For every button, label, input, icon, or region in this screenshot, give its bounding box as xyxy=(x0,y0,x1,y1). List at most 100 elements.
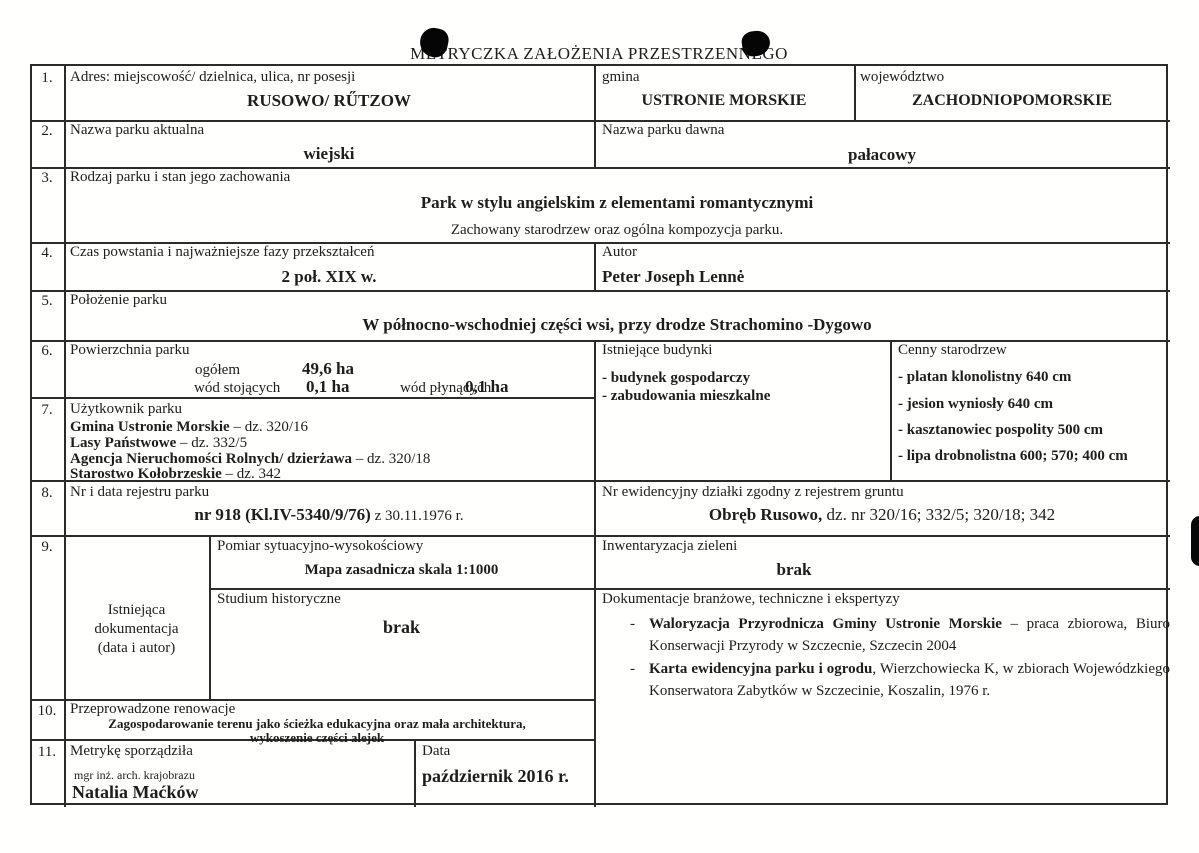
field-label-polozenie: Położenie parku xyxy=(70,292,168,308)
field-label-data: Data xyxy=(422,743,451,759)
budynki-item: - budynek gospodarczy xyxy=(602,370,751,386)
field-label-powierzchnia: Powierzchnia parku xyxy=(70,342,190,358)
budynki-item: - zabudowania mieszkalne xyxy=(602,388,771,404)
grid-line xyxy=(32,340,1170,342)
grid-line xyxy=(32,290,1170,292)
grid-line xyxy=(32,739,594,741)
row-number: 1. xyxy=(41,70,53,86)
grid-line xyxy=(594,242,596,290)
grid-line xyxy=(32,120,1170,122)
label-wod-plynacych: wód płynących xyxy=(400,380,492,396)
uzytkownik-item: Starostwo Kołobrzeskie – dz. 342 xyxy=(70,466,281,483)
field-label-uzytkownik: Użytkownik parku xyxy=(70,401,183,417)
uzytkownik-parcel: – dz. 332/5 xyxy=(176,435,248,451)
scan-artifact xyxy=(1191,516,1199,566)
dokumentacja-item-text: Waloryzacja Przyrodnicza Gminy Ustronie … xyxy=(649,613,1170,657)
field-label-renowacje: Przeprowadzone renowacje xyxy=(70,701,236,717)
rejestr-date: z 30.11.1976 r. xyxy=(370,508,464,524)
label-wod-stojacych: wód stojących xyxy=(194,380,281,396)
uzytkownik-name: Gmina Ustronie Morskie xyxy=(70,419,230,435)
uzytkownik-item: Gmina Ustronie Morskie – dz. 320/16 xyxy=(70,419,308,436)
uzytkownik-parcel: – dz. 320/18 xyxy=(352,451,431,467)
field-value-czas-powstania: 2 poł. XIX w. xyxy=(281,267,377,286)
field-label-dokumentacja: Istniejąca dokumentacja (data i autor) xyxy=(64,601,209,658)
form-table: 1. Adres: miejscowość/ dzielnica, ulica,… xyxy=(30,64,1170,807)
starodrzew-item: - jesion wyniosły 640 cm xyxy=(898,396,1053,412)
field-label-pomiar: Pomiar sytuacyjno-wysokościowy xyxy=(217,538,424,554)
value-ogolem: 49,6 ha xyxy=(302,359,354,378)
dokumentacja-item-text: Karta ewidencyjna parku i ogrodu, Wierzc… xyxy=(649,658,1170,702)
row-number: 4. xyxy=(41,245,53,261)
field-label-ewidencja: Nr ewidencyjny działki zgodny z rejestre… xyxy=(602,484,904,500)
uzytkownik-name: Lasy Państwowe xyxy=(70,435,177,451)
dash-marker: - xyxy=(630,661,635,677)
grid-line xyxy=(209,588,1170,590)
field-label-budynki: Istniejące budynki xyxy=(602,342,713,358)
starodrzew-item: - lipa drobnolistna 600; 570; 400 cm xyxy=(898,448,1128,464)
field-value-nazwa-dawna: pałacowy xyxy=(848,145,916,164)
grid-line xyxy=(32,242,1170,244)
field-value-nazwa-aktualna: wiejski xyxy=(303,144,355,163)
grid-line xyxy=(594,66,596,167)
uzytkownik-item: Lasy Państwowe – dz. 332/5 xyxy=(70,435,247,452)
field-value-renowacje-line1: Zagospodarowanie terenu jako ścieżka edu… xyxy=(108,716,526,731)
uzytkownik-name: Agencja Nieruchomości Rolnych/ dzierżawa xyxy=(70,451,353,467)
grid-line xyxy=(32,699,594,701)
field-label-nazwa-aktualna: Nazwa parku aktualna xyxy=(70,122,205,138)
form-title: METRYCZKA ZAŁOŻENIA PRZESTRZENNEGO xyxy=(410,44,788,63)
field-value-rejestr: nr 918 (Kl.IV-5340/9/76) z 30.11.1976 r. xyxy=(64,505,594,525)
field-label-studium: Studium historyczne xyxy=(217,591,341,607)
label-ogolem: ogółem xyxy=(195,362,240,378)
field-label-adres: Adres: miejscowość/ dzielnica, ulica, nr… xyxy=(70,69,356,85)
field-label-rejestr: Nr i data rejestru parku xyxy=(70,484,210,500)
dokumentacja-item: - Waloryzacja Przyrodnicza Gminy Ustroni… xyxy=(630,613,1170,657)
row-number: 11. xyxy=(37,744,57,760)
grid-line xyxy=(32,167,1170,169)
row-number: 2. xyxy=(41,123,53,139)
field-label-inwentaryzacja: Inwentaryzacja zieleni xyxy=(602,538,738,554)
field-value-renowacje-line2: wykoszenie części alejek xyxy=(249,730,385,745)
uzytkownik-parcel: – dz. 342 xyxy=(221,466,281,482)
field-value-polozenie: W północno-wschodniej części wsi, przy d… xyxy=(362,315,872,334)
field-label-rodzaj-parku: Rodzaj parku i stan jego zachowania xyxy=(70,169,291,185)
rejestr-number: nr 918 (Kl.IV-5340/9/76) xyxy=(194,505,371,524)
uzytkownik-item: Agencja Nieruchomości Rolnych/ dzierżawa… xyxy=(70,451,430,468)
field-label-gmina: gmina xyxy=(602,69,640,85)
field-value-data: październik 2016 r. xyxy=(422,766,569,786)
grid-line xyxy=(32,535,1170,537)
row-number: 9. xyxy=(41,539,53,555)
grid-line xyxy=(32,480,1170,482)
obreb-name: Obręb Rusowo, xyxy=(708,505,823,524)
field-value-inwentaryzacja: brak xyxy=(776,560,812,579)
field-value-rodzaj-parku: Park w stylu angielskim z elementami rom… xyxy=(420,193,814,212)
field-label-nazwa-dawna: Nazwa parku dawna xyxy=(602,122,725,138)
dash-marker: - xyxy=(630,616,635,632)
grid-line xyxy=(414,739,416,807)
field-value-stan-zachowania: Zachowany starodrzew oraz ogólna kompozy… xyxy=(450,222,784,238)
grid-line xyxy=(594,340,596,807)
field-label-starodrzew: Cenny starodrzew xyxy=(898,342,1007,358)
author-degree: mgr inż. arch. krajobrazu xyxy=(74,768,195,782)
field-value-studium: brak xyxy=(382,617,420,637)
dokumentacja-label-line2: (data i autor) xyxy=(97,640,176,656)
dokumentacja-details: – praca zbiorowa, Biuro Konserwacji Przy… xyxy=(649,616,1170,654)
value-wod-stojacych: 0,1 ha xyxy=(306,377,350,396)
field-value-gmina: USTRONIE MORSKIE xyxy=(641,92,807,109)
dzialki-numbers: dz. nr 320/16; 332/5; 320/18; 342 xyxy=(822,505,1056,524)
starodrzew-item: - platan klonolistny 640 cm xyxy=(898,369,1072,385)
grid-line xyxy=(209,535,211,699)
grid-line xyxy=(854,66,856,120)
row-number: 8. xyxy=(41,485,53,501)
field-label-dokumentacje-branzowe: Dokumentacje branżowe, techniczne i eksp… xyxy=(602,591,900,607)
row-number: 10. xyxy=(37,703,57,719)
dokumentacja-item: - Karta ewidencyjna parku i ogrodu, Wier… xyxy=(630,658,1170,702)
grid-line xyxy=(32,397,594,399)
dokumentacja-label-line1: Istniejąca dokumentacja xyxy=(94,602,179,637)
field-value-pomiar: Mapa zasadnicza skala 1:1000 xyxy=(304,562,499,578)
row-number: 6. xyxy=(41,343,53,359)
author-name: Natalia Maćków xyxy=(72,782,199,802)
field-value-autor: Peter Joseph Lennė xyxy=(602,267,745,286)
row-number: 3. xyxy=(41,170,53,186)
row-number: 7. xyxy=(41,402,53,418)
